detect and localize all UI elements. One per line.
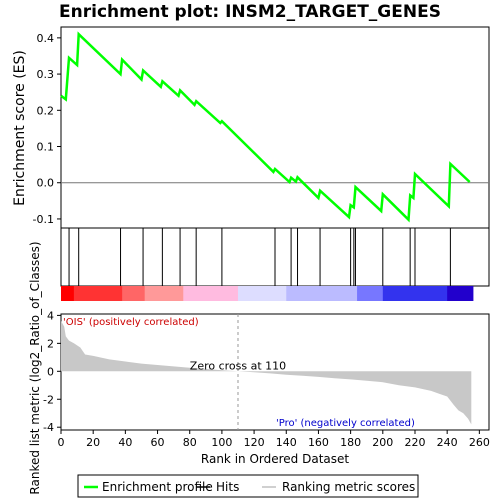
metric-y-tick-label: -2 <box>43 393 54 406</box>
rank-x-tick-label: 240 <box>437 436 458 449</box>
ranking-segment <box>286 286 358 301</box>
rank-x-tick-label: 200 <box>372 436 393 449</box>
enrichment-profile-line <box>60 31 471 223</box>
rank-x-tick-label: 120 <box>244 436 265 449</box>
rank-x-tick-label: 180 <box>340 436 361 449</box>
hit-marks <box>68 228 451 286</box>
metric-y-ticks: -4 -2 0 2 4 <box>43 309 61 434</box>
metric-y-tick-label: -4 <box>43 421 54 434</box>
es-y-tick-label: 0.2 <box>37 104 55 117</box>
negative-class-label: 'Pro' (negatively correlated) <box>276 418 415 429</box>
rank-x-tick-label: 0 <box>58 436 65 449</box>
es-y-axis-title: Enrichment score (ES) <box>12 50 28 206</box>
es-y-ticks: -0.1 0.0 0.1 0.2 0.3 0.4 <box>33 32 61 226</box>
legend-box <box>77 474 419 498</box>
ranking-segment <box>357 286 384 301</box>
rank-x-tick-label: 140 <box>276 436 297 449</box>
legend-entry-label: Enrichment profile <box>102 480 213 494</box>
chart-title: Enrichment plot: INSM2_TARGET_GENES <box>59 2 441 22</box>
ranking-segment <box>122 286 146 301</box>
ranking-segment <box>183 286 239 301</box>
zero-cross-label: Zero cross at 110 <box>190 359 286 372</box>
legend-entry-label: Ranking metric scores <box>282 480 415 494</box>
metric-y-tick-label: 2 <box>47 337 54 350</box>
metric-y-tick-label: 4 <box>47 309 54 322</box>
rank-x-tick-label: 80 <box>183 436 197 449</box>
es-plot-frame <box>60 26 490 229</box>
rank-x-tick-label: 160 <box>308 436 329 449</box>
metric-y-tick-label: 0 <box>47 365 54 378</box>
legend-entry-label: Hits <box>216 480 239 494</box>
metric-y-axis-title: Ranked list metric (log2_Ratio_of_Classe… <box>28 241 42 494</box>
positive-class-label: 'OIS' (positively correlated) <box>63 317 199 328</box>
legend: Enrichment profile Hits Ranking metric sco… <box>84 480 415 494</box>
rank-x-ticks: 0 20 40 60 80 100 120 140 160 180 200 220 240 260 <box>58 430 490 449</box>
ranking-segment <box>382 286 448 301</box>
ranking-segment <box>73 286 123 301</box>
ranking-metric-area <box>61 321 472 425</box>
es-y-tick-label: 0.0 <box>37 177 55 190</box>
es-y-tick-label: -0.1 <box>33 213 54 226</box>
es-y-tick-label: 0.3 <box>37 68 55 81</box>
rank-x-tick-label: 100 <box>211 436 232 449</box>
rank-x-tick-label: 260 <box>469 436 490 449</box>
es-y-tick-label: 0.1 <box>37 141 55 154</box>
rank-x-tick-label: 20 <box>86 436 100 449</box>
ranking-color-bar <box>61 286 474 301</box>
rank-x-axis-title: Rank in Ordered Dataset <box>201 452 349 466</box>
ranking-segment <box>61 286 75 301</box>
es-y-tick-label: 0.4 <box>37 32 55 45</box>
ranking-segment <box>447 286 474 301</box>
rank-x-tick-label: 60 <box>151 436 165 449</box>
ranking-segment <box>144 286 184 301</box>
rank-x-tick-label: 40 <box>118 436 132 449</box>
rank-x-tick-label: 220 <box>404 436 425 449</box>
ranking-segment <box>237 286 287 301</box>
